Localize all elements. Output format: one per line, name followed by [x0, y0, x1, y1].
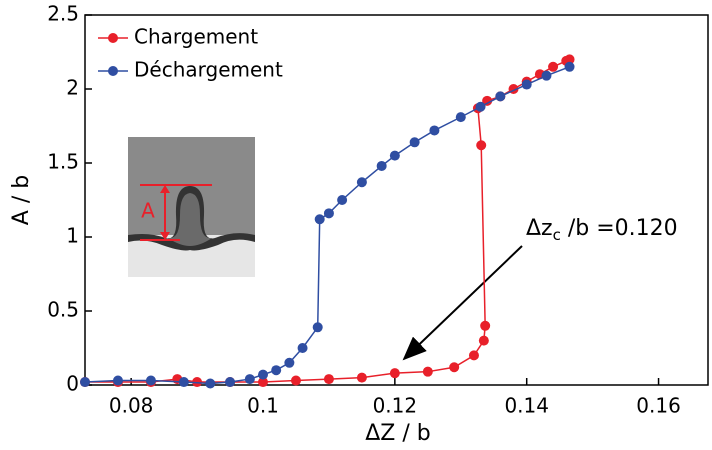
data-point — [112, 375, 123, 386]
data-point — [314, 214, 325, 225]
x-tick-label: 0.14 — [504, 394, 549, 418]
data-point — [482, 95, 493, 106]
data-point — [80, 377, 90, 388]
x-tick-label: 0.1 — [247, 394, 279, 418]
data-point — [409, 137, 420, 148]
y-tick-label: 2.5 — [47, 2, 79, 26]
data-point — [449, 362, 460, 373]
legend-marker — [108, 66, 118, 76]
data-point — [564, 54, 575, 65]
data-point — [356, 177, 367, 188]
data-point — [258, 369, 268, 380]
data-point — [356, 372, 367, 383]
data-point — [475, 101, 486, 112]
data-point — [244, 374, 255, 385]
annotation-subscript: c — [553, 226, 561, 244]
inset-image — [128, 137, 255, 277]
data-point — [312, 322, 323, 333]
data-point — [389, 368, 400, 379]
x-tick-label: 0.08 — [109, 394, 154, 418]
data-point — [337, 195, 348, 205]
data-point — [376, 160, 387, 171]
legend-marker — [108, 33, 118, 43]
data-point — [297, 343, 308, 353]
data-point — [480, 320, 491, 331]
data-point — [178, 377, 189, 388]
plot-frame — [84, 14, 709, 386]
data-point — [271, 365, 282, 376]
y-tick-label: 0.5 — [47, 298, 79, 322]
data-point — [429, 125, 440, 136]
data-point — [323, 374, 334, 385]
data-point — [495, 91, 506, 102]
data-point — [478, 335, 489, 346]
data-point — [476, 140, 487, 151]
data-point — [541, 70, 552, 81]
data-point — [468, 350, 479, 361]
y-tick-label: 1.5 — [47, 150, 79, 174]
annotation-suffix: /b =0.120 — [561, 216, 678, 241]
inset-label: A — [141, 199, 155, 223]
data-point — [389, 150, 400, 161]
x-tick-label: 0.16 — [636, 394, 681, 418]
data-point — [225, 377, 236, 388]
legend-label: Déchargement — [134, 58, 283, 82]
x-axis-label: ΔZ / b — [365, 421, 430, 446]
y-tick-label: 2 — [66, 76, 79, 100]
data-point — [323, 208, 334, 219]
legend-label: Chargement — [134, 25, 258, 49]
annotation-arrow — [402, 245, 523, 361]
data-point — [290, 375, 301, 386]
y-tick-label: 1 — [66, 224, 79, 248]
data-point — [564, 61, 575, 72]
data-point — [521, 79, 532, 90]
data-point — [145, 375, 156, 386]
data-point — [455, 112, 466, 123]
annotation-text: Δz — [526, 216, 553, 241]
data-point — [422, 366, 433, 377]
data-point — [548, 61, 559, 72]
data-point — [205, 378, 216, 389]
y-tick-label: 0 — [66, 372, 79, 396]
x-tick-label: 0.12 — [373, 394, 418, 418]
series — [80, 61, 575, 389]
data-point — [258, 377, 268, 388]
y-axis-label: A / b — [9, 175, 34, 225]
annotation: Δzc /b =0.120 — [526, 216, 678, 244]
data-point — [284, 357, 295, 368]
